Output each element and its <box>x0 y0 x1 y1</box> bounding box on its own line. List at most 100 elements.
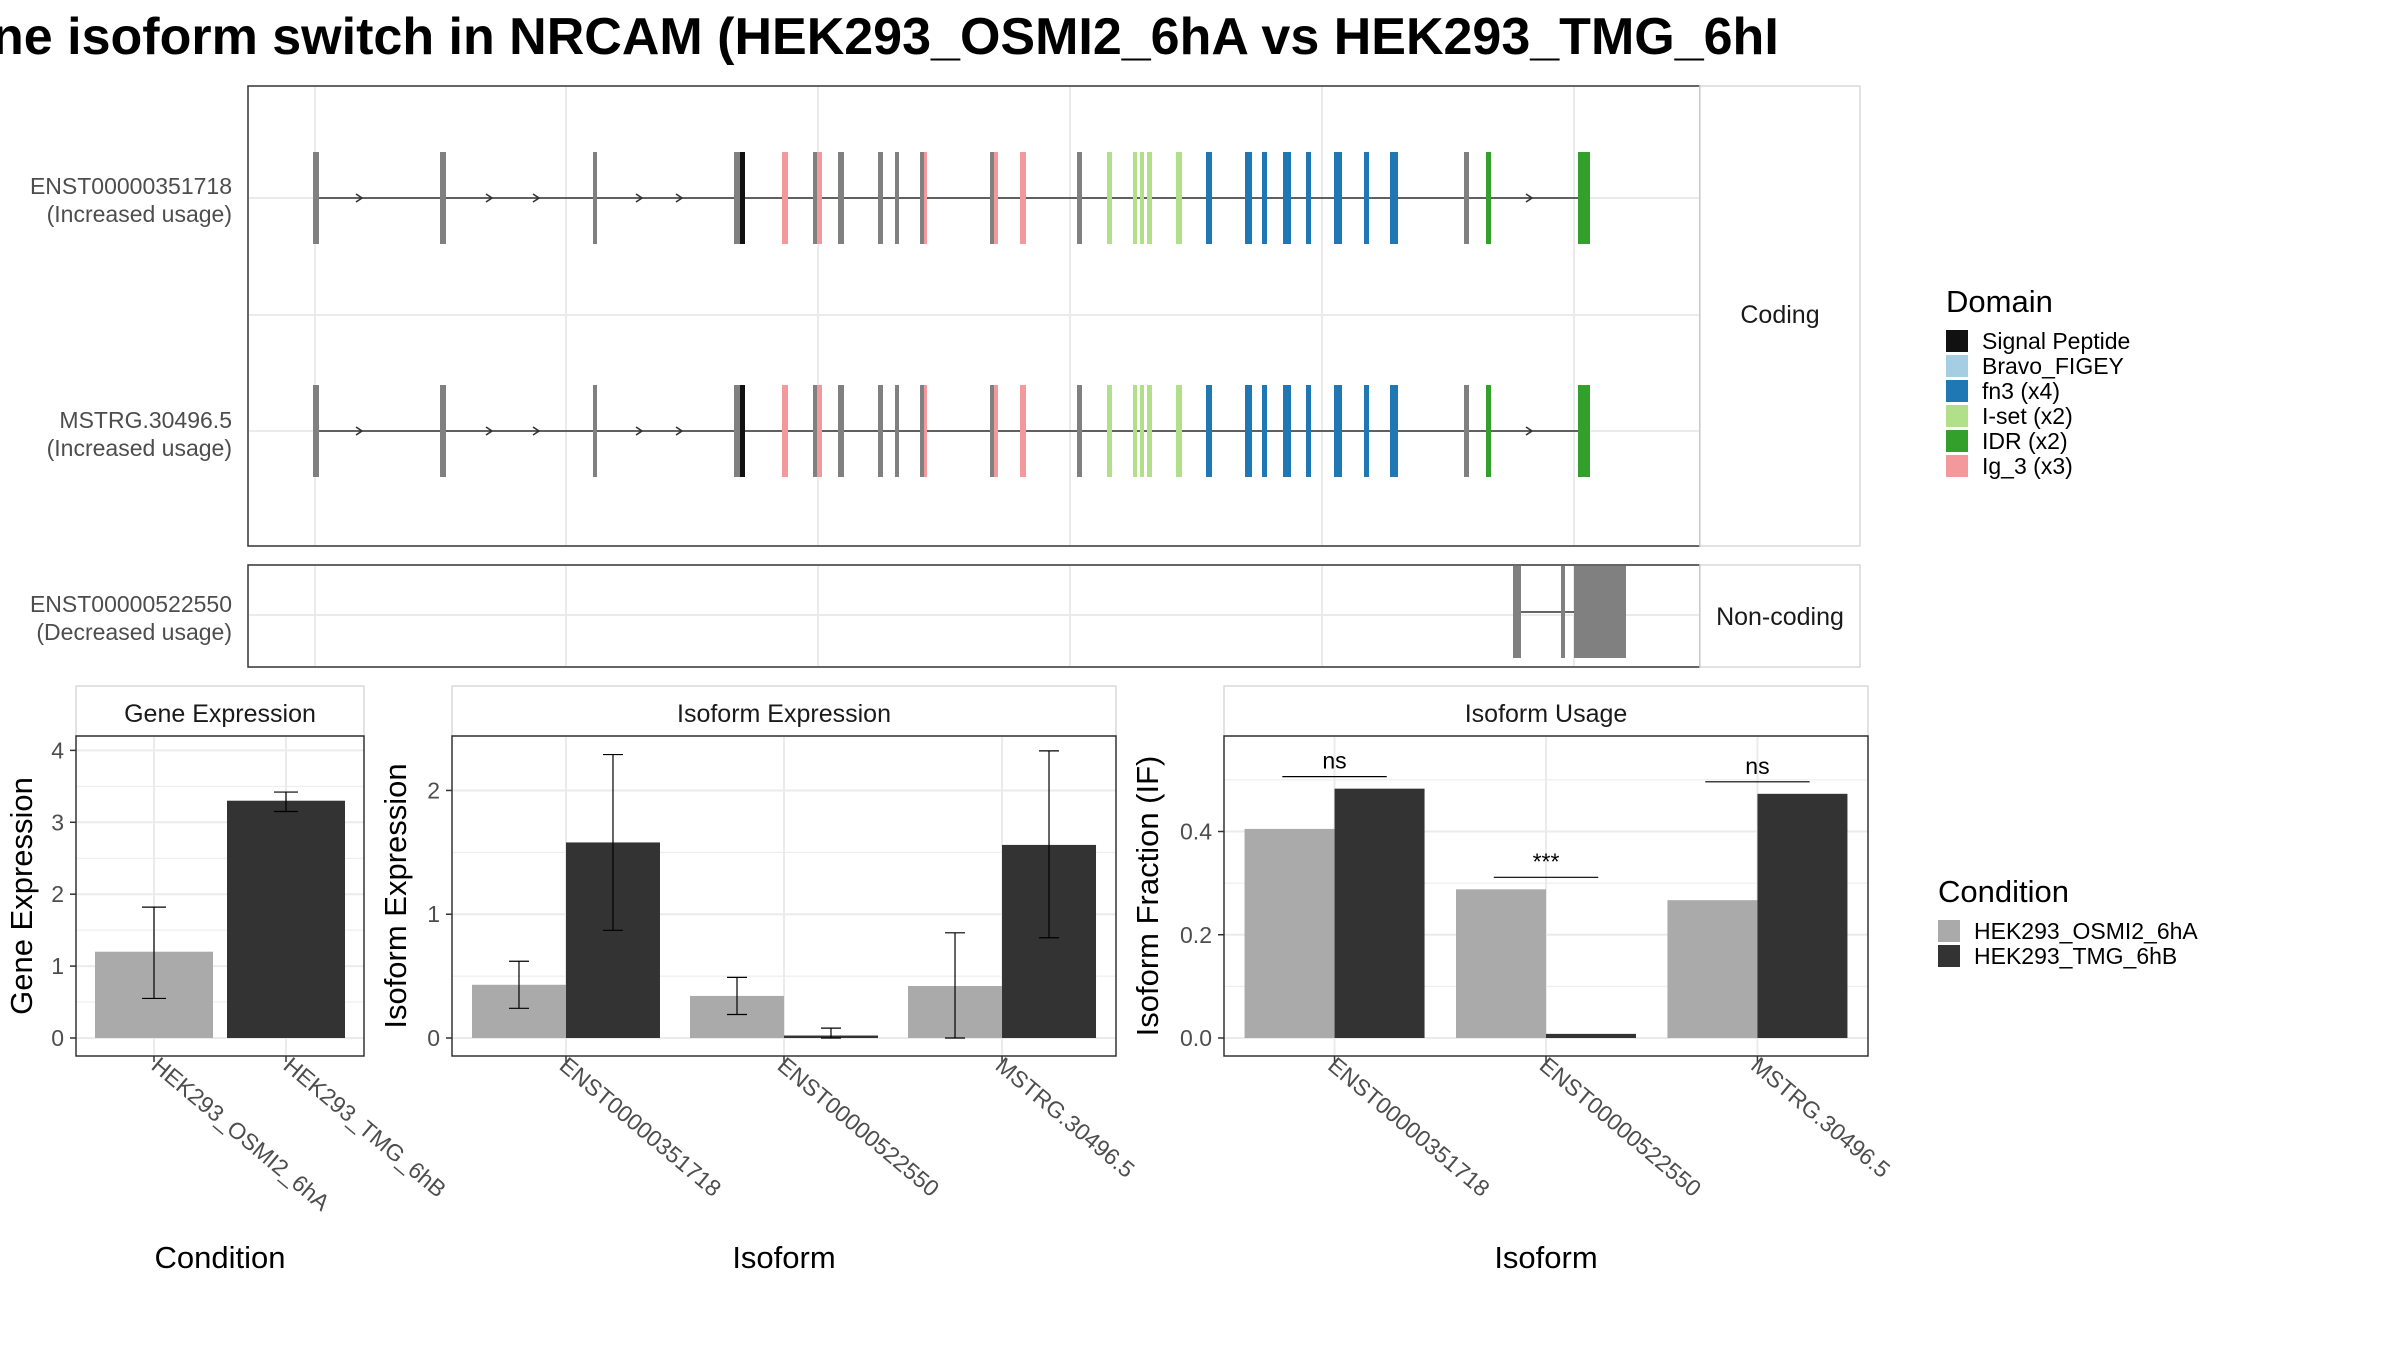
isoform-expression-strip-label: Isoform Expression <box>677 700 891 728</box>
bar <box>1244 828 1335 1038</box>
exon-block <box>1206 385 1212 477</box>
y-tick-label: 0.2 <box>1180 922 1212 948</box>
gene-expression-strip-label: Gene Expression <box>124 700 316 728</box>
exon-block <box>1176 152 1182 244</box>
exon-block <box>1283 385 1291 477</box>
exon-block <box>990 385 995 477</box>
y-tick-label: 1 <box>51 953 64 979</box>
exon-block <box>1486 385 1491 477</box>
x-axis-title: Isoform <box>1494 1240 1597 1275</box>
legend-label: Ig_3 (x3) <box>1982 453 2073 479</box>
transcript-usage-label: (Increased usage) <box>47 201 232 227</box>
legend-swatch <box>1946 405 1968 427</box>
x-tick-label: MSTRG.30496.5 <box>991 1052 1140 1183</box>
exon-block <box>1206 152 1212 244</box>
strand-arrow <box>532 426 541 436</box>
exon-block <box>1107 152 1112 244</box>
strand-arrow <box>675 426 684 436</box>
exon-block <box>895 152 899 244</box>
strand-arrow <box>485 193 494 203</box>
y-tick-label: 0 <box>427 1025 440 1051</box>
exon-block <box>1140 385 1144 477</box>
transcript-id-label: ENST00000522550 <box>30 591 232 617</box>
exon-block <box>1262 385 1267 477</box>
exon-block <box>813 385 818 477</box>
transcript-structure-panel: Coding Non-coding ENST00000351718 (Incre… <box>30 85 1861 668</box>
exon-block <box>1578 152 1585 244</box>
coding-strip-label: Coding <box>1740 301 1819 329</box>
exon-block <box>313 385 319 477</box>
legend-swatch <box>1938 920 1960 942</box>
x-tick-label: ENST00000351718 <box>555 1052 727 1202</box>
condition-legend-title: Condition <box>1938 874 2069 909</box>
isoform-expression-frame <box>451 735 1117 1057</box>
domain-legend-title: Domain <box>1946 284 2053 319</box>
isoform-usage-strip-label: Isoform Usage <box>1465 700 1628 728</box>
exon-block <box>920 152 925 244</box>
exon-block <box>1176 385 1182 477</box>
transcript-id-label: ENST00000351718 <box>30 173 232 199</box>
y-tick-label: 1 <box>427 901 440 927</box>
y-tick-label: 0.0 <box>1180 1025 1212 1051</box>
bar <box>227 800 345 1038</box>
exon-block <box>1390 385 1398 477</box>
strand-arrow <box>1525 193 1534 203</box>
legend-label: HEK293_OSMI2_6hA <box>1974 918 2198 944</box>
y-axis-title: Gene Expression <box>4 777 39 1015</box>
exon-block <box>593 385 597 477</box>
x-tick-label: ENST00000522550 <box>773 1052 945 1202</box>
gene-expression-frame <box>75 735 365 1057</box>
y-tick-label: 0 <box>51 1025 64 1051</box>
legend-label: Signal Peptide <box>1982 328 2130 354</box>
legend-swatch <box>1946 430 1968 452</box>
significance-label: ns <box>1745 753 1769 779</box>
exon-block <box>593 152 597 244</box>
exon-block <box>1364 152 1369 244</box>
transcript-id-label: MSTRG.30496.5 <box>59 407 232 433</box>
legend-swatch <box>1938 945 1960 967</box>
exon-block <box>924 152 927 244</box>
exon-block <box>782 385 788 477</box>
exon-block <box>1133 152 1137 244</box>
exon-block <box>1262 152 1267 244</box>
figure-title: ne isoform switch in NRCAM (HEK293_OSMI2… <box>0 8 1779 66</box>
y-axis-title: Isoform Expression <box>378 763 413 1028</box>
exon-block <box>1574 566 1626 658</box>
exon-block <box>990 152 995 244</box>
isoform-expression-panel: Isoform Expression 0 1 2 ENST00000351718 ENS… <box>378 685 1140 1275</box>
exon-block <box>1133 385 1137 477</box>
exon-block <box>734 152 740 244</box>
gene-expression-strip <box>75 685 365 737</box>
exon-block <box>895 385 899 477</box>
y-tick-label: 2 <box>427 777 440 803</box>
exon-block <box>1561 566 1565 658</box>
exon-block <box>740 385 745 477</box>
exon-block <box>1147 385 1152 477</box>
legend-label: IDR (x2) <box>1982 428 2068 454</box>
exon-block <box>1077 385 1082 477</box>
strand-arrow <box>355 426 364 436</box>
exon-block <box>1513 566 1521 658</box>
legend-label: Bravo_FIGEY <box>1982 353 2124 379</box>
legend-label: fn3 (x4) <box>1982 378 2060 404</box>
exon-block <box>1390 152 1398 244</box>
strand-arrow <box>532 193 541 203</box>
bar <box>1456 889 1546 1038</box>
exon-block <box>1077 152 1082 244</box>
exon-block <box>1306 152 1311 244</box>
strand-arrow <box>355 193 364 203</box>
exon-block <box>813 152 818 244</box>
exon-block <box>1464 385 1469 477</box>
exon-block <box>1140 152 1144 244</box>
legend-label: I-set (x2) <box>1982 403 2073 429</box>
strand-arrow <box>635 426 644 436</box>
legend-swatch <box>1946 455 1968 477</box>
strand-arrow <box>1525 426 1534 436</box>
bar <box>1757 793 1848 1038</box>
exon-block <box>1585 152 1590 244</box>
transcript-usage-label: (Decreased usage) <box>36 619 232 645</box>
exon-block <box>1486 152 1491 244</box>
exon-block <box>994 385 998 477</box>
